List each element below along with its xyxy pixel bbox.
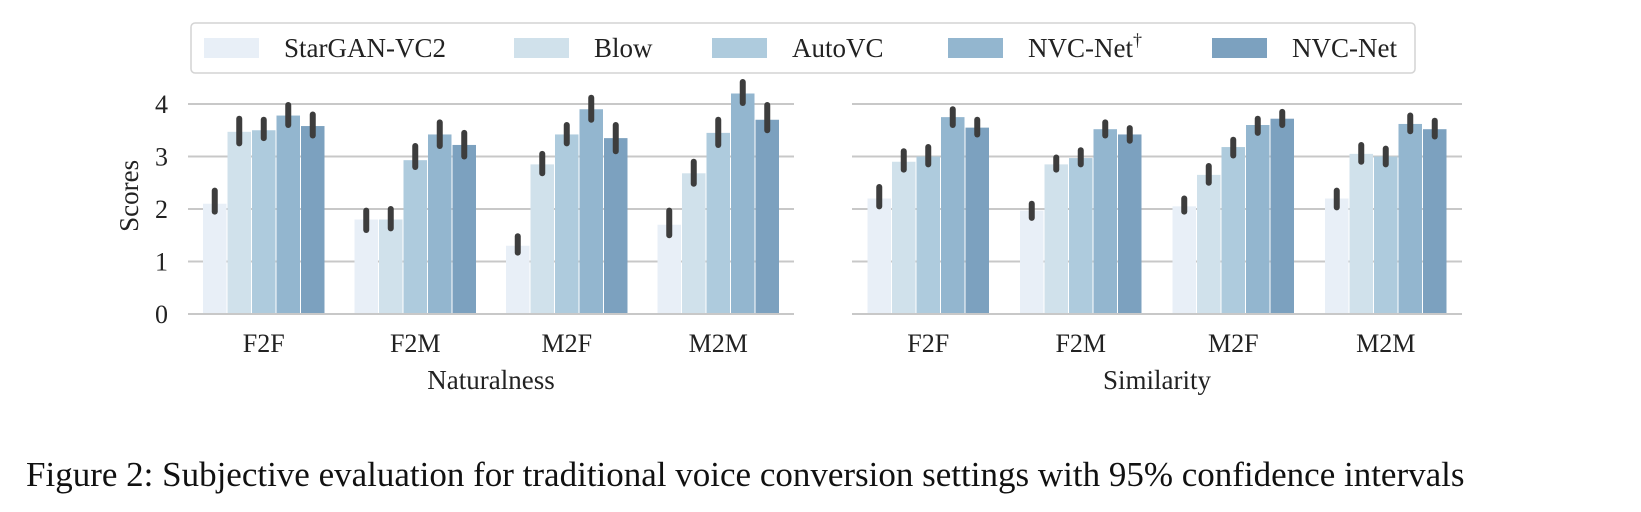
x-tick-label: F2M	[1055, 329, 1106, 358]
y-tick-label: 1	[155, 248, 168, 277]
y-tick-label: 0	[155, 300, 168, 329]
bar	[604, 138, 628, 314]
legend-frame	[190, 22, 1416, 74]
bar	[941, 117, 965, 314]
bar	[276, 115, 300, 314]
bar	[1118, 134, 1142, 314]
bar	[1069, 158, 1093, 314]
bar	[916, 156, 940, 314]
y-axis-label: Scores	[114, 160, 144, 232]
bar	[965, 127, 989, 314]
bar	[428, 134, 452, 314]
bar	[555, 134, 579, 314]
naturalness-panel: F2F F2M M2F M2M Naturalness 0 1 2 3 4 Scores	[114, 78, 794, 395]
legend-swatch	[204, 38, 259, 58]
figure-caption: Figure 2: Subjective evaluation for trad…	[26, 455, 1465, 494]
legend-label: NVC-Net†	[1028, 30, 1142, 63]
bar	[1423, 129, 1447, 314]
legend-swatch	[1212, 38, 1267, 58]
y-tick-label: 4	[155, 90, 168, 119]
bar	[892, 161, 916, 314]
legend-label: StarGAN-VC2	[284, 33, 446, 63]
bar	[301, 126, 325, 314]
figure-chart: StarGAN-VC2 Blow AutoVC NVC-Net† NVC-Net F2F…	[114, 22, 1462, 395]
bar	[1270, 118, 1294, 314]
bar	[1020, 210, 1044, 314]
legend-swatch	[514, 38, 569, 58]
bar	[1374, 156, 1398, 314]
bar	[867, 198, 891, 314]
bar	[227, 131, 251, 314]
legend-swatch	[712, 38, 767, 58]
legend-swatch	[948, 38, 1003, 58]
bar	[1246, 125, 1270, 314]
x-axis-label: Naturalness	[427, 365, 554, 395]
bar	[379, 219, 403, 314]
bar	[252, 130, 276, 314]
y-tick-label: 3	[155, 143, 168, 172]
bar	[1325, 198, 1349, 314]
y-tick-label: 2	[155, 195, 168, 224]
bar	[1398, 123, 1422, 314]
legend-label: NVC-Net	[1292, 33, 1397, 63]
bar	[706, 132, 730, 314]
bar	[203, 203, 227, 314]
bar	[1197, 174, 1221, 314]
legend: StarGAN-VC2 Blow AutoVC NVC-Net† NVC-Net	[190, 22, 1416, 74]
x-axis-label: Similarity	[1103, 365, 1212, 395]
legend-label: Blow	[594, 33, 653, 63]
legend-label: AutoVC	[792, 33, 884, 63]
x-tick-label: M2M	[1356, 329, 1415, 358]
x-tick-label: F2F	[243, 329, 285, 358]
bar	[682, 173, 706, 314]
bar	[1093, 129, 1117, 314]
x-tick-label: M2F	[541, 329, 592, 358]
bar	[1221, 147, 1245, 314]
bar	[579, 109, 603, 314]
bar	[1044, 164, 1068, 314]
x-tick-label: F2M	[390, 329, 441, 358]
bar	[530, 164, 554, 314]
bar	[1172, 206, 1196, 314]
bar	[506, 245, 530, 314]
bar	[452, 144, 476, 314]
bar	[755, 119, 779, 314]
x-tick-label: F2F	[907, 329, 949, 358]
bar	[657, 224, 681, 314]
bar	[1349, 153, 1373, 314]
bar	[403, 160, 427, 314]
similarity-panel: F2F F2M M2F M2M Similarity	[852, 103, 1462, 395]
x-tick-label: M2F	[1208, 329, 1259, 358]
x-tick-label: M2M	[689, 329, 748, 358]
bar	[354, 219, 378, 314]
bar	[731, 93, 755, 314]
